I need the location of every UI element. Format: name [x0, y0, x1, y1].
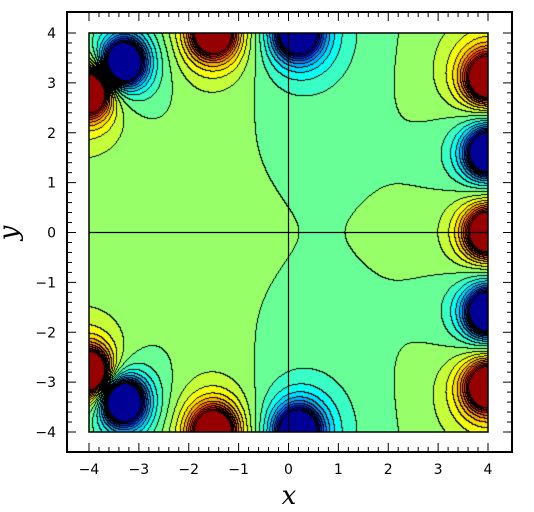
y-tick-label: 2 — [47, 126, 56, 142]
x-tick-label: −3 — [129, 462, 150, 478]
x-tick-label: 4 — [484, 462, 493, 478]
x-tick-label: 1 — [334, 462, 343, 478]
y-tick-label: 3 — [47, 76, 56, 92]
x-tick-label: −1 — [228, 462, 249, 478]
x-tick-label: −4 — [79, 462, 100, 478]
tick-labels: −4 −3 −2 −1 0 1 2 3 4 −4 −3 −2 −1 0 1 2 3 4 — [35, 26, 492, 478]
x-tick-label: 2 — [384, 462, 393, 478]
x-tick-label: 0 — [284, 462, 293, 478]
x-tick-label: −2 — [178, 462, 199, 478]
y-tick-label: 0 — [47, 226, 56, 242]
x-axis-label: x — [282, 481, 297, 511]
ticks — [67, 12, 512, 452]
y-tick-label: 1 — [47, 176, 56, 192]
y-axis-label: y — [0, 225, 24, 241]
y-tick-label: 4 — [47, 26, 56, 42]
y-tick-label: −2 — [35, 325, 56, 341]
plot-area-border — [88, 32, 489, 433]
x-tick-label: 3 — [434, 462, 443, 478]
y-tick-label: −4 — [35, 425, 56, 441]
y-tick-label: −3 — [35, 375, 56, 391]
y-tick-label: −1 — [35, 275, 56, 291]
